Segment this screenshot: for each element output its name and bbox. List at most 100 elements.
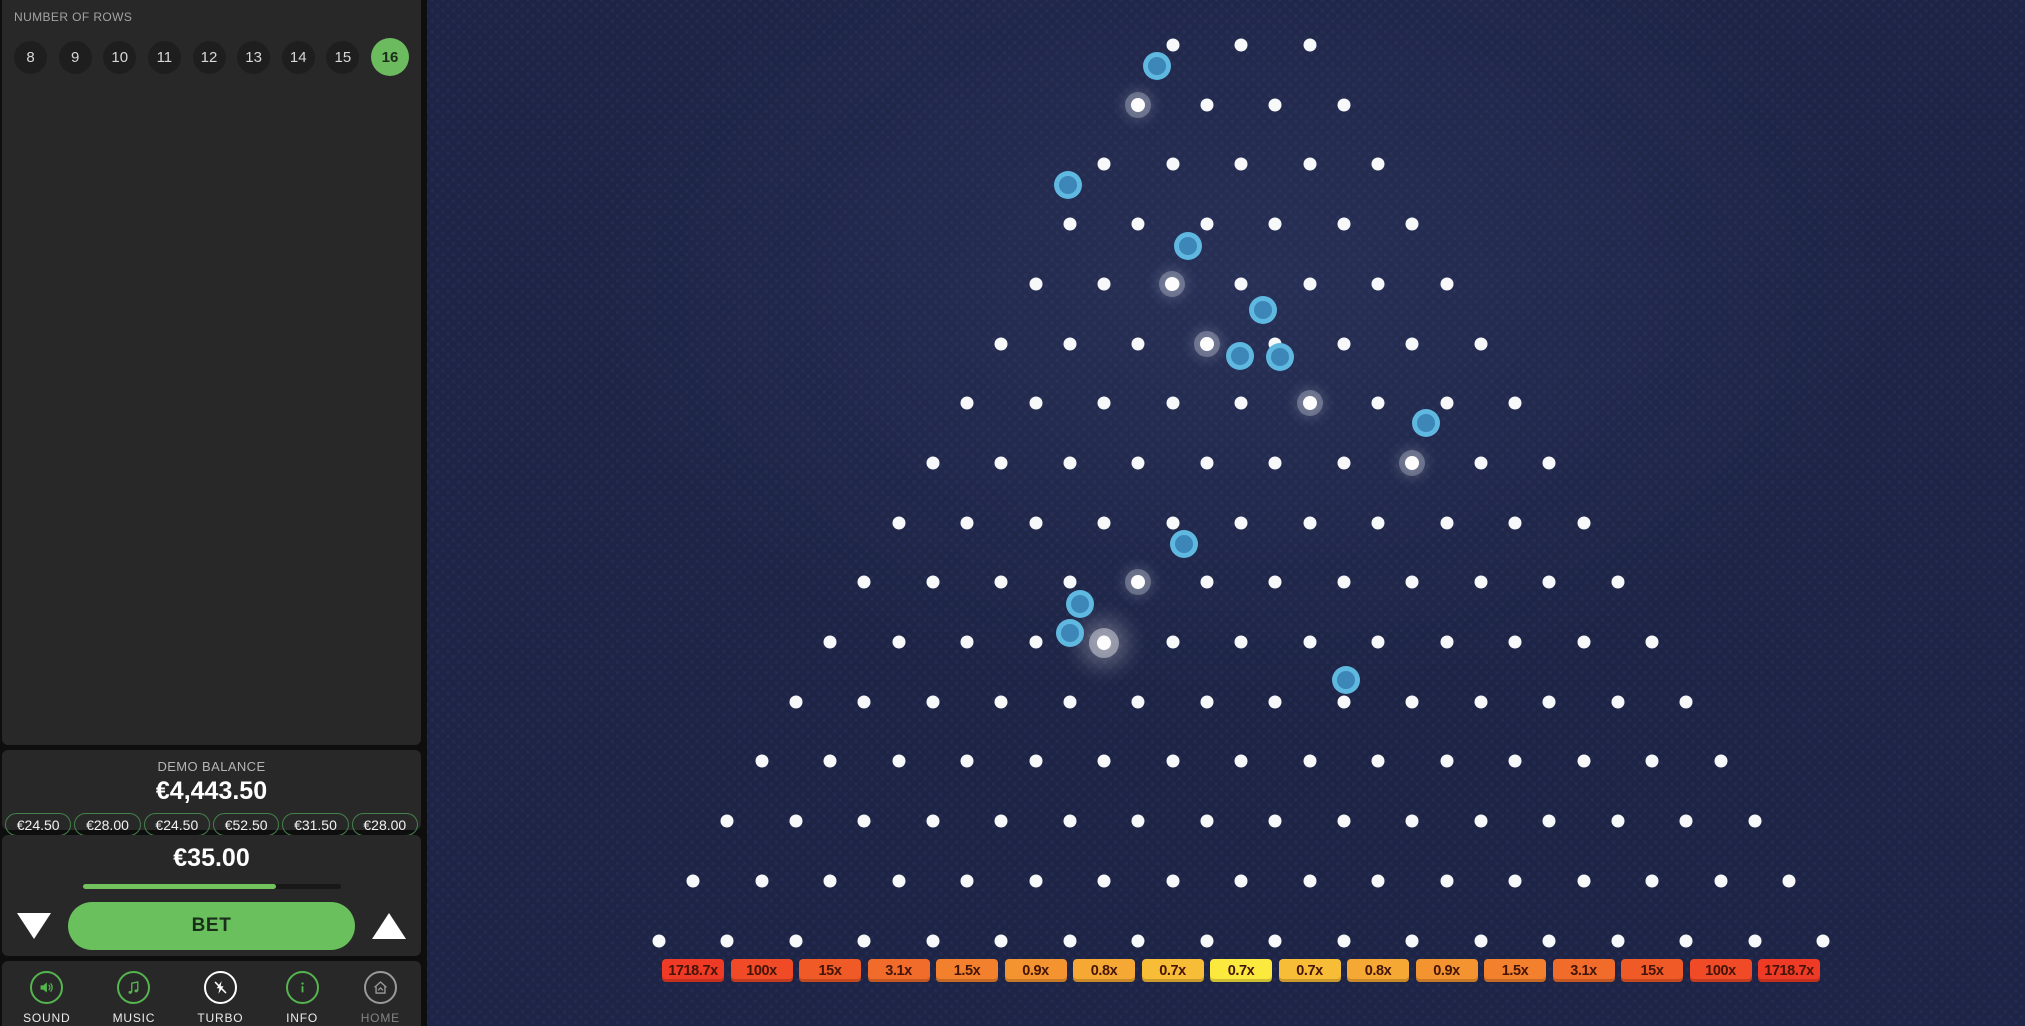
peg <box>1371 754 1385 768</box>
toolbar-item-home[interactable]: HOME <box>361 971 400 1025</box>
peg <box>1337 98 1351 112</box>
toolbar-item-sound[interactable]: SOUND <box>23 971 70 1025</box>
peg <box>1337 217 1351 231</box>
hit-peg-glow <box>1303 396 1317 410</box>
peg <box>1234 396 1248 410</box>
peg <box>1440 874 1453 888</box>
peg <box>1611 814 1625 828</box>
ball <box>1412 409 1440 437</box>
row-button-14[interactable]: 14 <box>281 40 315 74</box>
peg <box>1645 635 1659 649</box>
peg <box>1611 934 1625 947</box>
row-button-16[interactable]: 16 <box>371 38 409 76</box>
toolbar-label: TURBO <box>197 1011 244 1025</box>
peg <box>755 874 768 888</box>
peg <box>1714 754 1727 768</box>
peg <box>1440 277 1453 291</box>
peg <box>1816 934 1830 947</box>
bet-button[interactable]: BET <box>68 902 355 950</box>
peg <box>1234 157 1248 171</box>
peg <box>960 754 974 768</box>
peg <box>1337 934 1351 947</box>
peg <box>1474 575 1488 589</box>
peg <box>1303 38 1316 52</box>
toolbar-item-info[interactable]: INFO <box>285 971 319 1025</box>
rows-buttons: 8 9 10 11 12 13 14 15 16 <box>14 37 409 77</box>
row-button-10[interactable]: 10 <box>103 40 137 74</box>
toolbar-item-music[interactable]: MUSIC <box>113 971 156 1025</box>
row-button-12[interactable]: 12 <box>192 40 226 74</box>
peg <box>1782 874 1796 888</box>
peg <box>1371 277 1385 291</box>
ball <box>1226 342 1254 370</box>
peg <box>857 695 871 709</box>
toolbar-item-turbo[interactable]: TURBO <box>197 971 243 1025</box>
peg <box>1097 874 1111 888</box>
peg <box>1303 277 1316 291</box>
toolbar: SOUND MUSIC TURBO INFO HOME <box>2 961 421 1026</box>
peg <box>994 695 1008 709</box>
ball <box>1143 52 1171 80</box>
peg <box>1371 874 1385 888</box>
peg <box>1474 814 1488 828</box>
bet-controls: BET <box>2 902 421 950</box>
peg <box>1166 38 1179 52</box>
toolbar-label: HOME <box>360 1011 400 1025</box>
peg <box>1405 814 1419 828</box>
peg <box>892 516 905 530</box>
win-chip: €28.00 <box>74 813 141 836</box>
peg <box>1577 635 1590 649</box>
multiplier-bucket: 3.1x <box>867 959 930 982</box>
bet-decrease-button[interactable] <box>17 913 51 939</box>
peg <box>1679 695 1693 709</box>
rows-label: NUMBER OF ROWS <box>14 10 133 24</box>
win-chip: €52.50 <box>212 813 280 836</box>
peg <box>1645 754 1659 768</box>
peg <box>1063 695 1077 709</box>
peg <box>1405 695 1419 709</box>
peg <box>1337 575 1351 589</box>
peg <box>1063 217 1077 231</box>
peg <box>1234 38 1248 52</box>
hit-peg-glow <box>1131 98 1145 112</box>
peg <box>789 934 803 947</box>
peg <box>994 575 1008 589</box>
ball <box>1056 619 1084 647</box>
peg <box>1268 98 1282 112</box>
peg <box>1440 516 1453 530</box>
multiplier-bucket: 0.8x <box>1347 959 1409 982</box>
peg <box>1268 575 1282 589</box>
multiplier-bucket: 0.9x <box>1004 959 1067 982</box>
peg <box>1577 874 1590 888</box>
ball <box>1066 590 1094 618</box>
row-button-9[interactable]: 9 <box>58 40 92 74</box>
peg <box>994 456 1008 470</box>
toolbar-label: INFO <box>286 1011 318 1025</box>
peg <box>926 575 940 589</box>
peg <box>1440 635 1453 649</box>
peg <box>1063 337 1077 350</box>
recent-wins: €24.50 €28.00 €24.50 €52.50 €31.50 €28.00 <box>2 806 421 836</box>
row-button-13[interactable]: 13 <box>237 40 271 74</box>
bet-increase-button[interactable] <box>372 913 406 939</box>
peg <box>1131 456 1145 470</box>
ball <box>1054 171 1082 199</box>
peg <box>1508 874 1522 888</box>
peg <box>1166 157 1179 171</box>
peg <box>1337 814 1351 828</box>
peg <box>994 337 1008 350</box>
peg <box>1440 754 1453 768</box>
sidebar: NUMBER OF ROWS 8 9 10 11 12 13 14 15 16 DEMO BAL… <box>0 0 423 1026</box>
row-button-8[interactable]: 8 <box>14 40 47 74</box>
peg <box>1131 217 1145 231</box>
bet-slider[interactable] <box>82 884 341 889</box>
peg <box>1234 635 1248 649</box>
peg <box>720 814 734 828</box>
row-button-11[interactable]: 11 <box>147 40 181 74</box>
peg <box>926 934 940 947</box>
peg <box>1303 516 1316 530</box>
multiplier-bucket: 1.5x <box>1484 959 1546 982</box>
row-button-15[interactable]: 15 <box>326 40 360 74</box>
peg <box>1577 516 1590 530</box>
